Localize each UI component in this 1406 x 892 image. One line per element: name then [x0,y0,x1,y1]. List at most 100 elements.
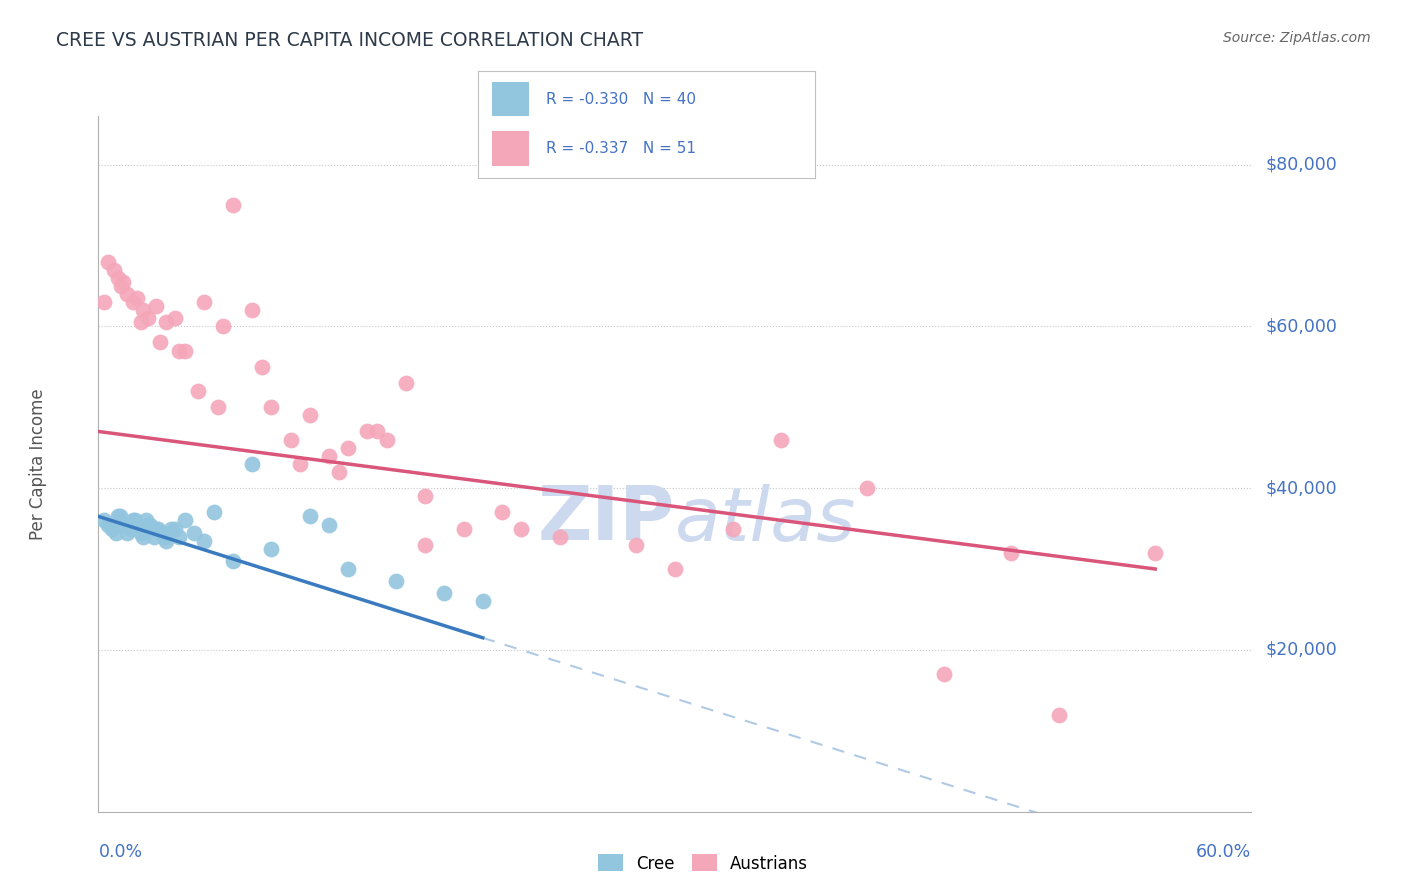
Point [222,198,245,212]
Point [193,533,215,548]
Point [167,343,190,358]
Point [131,303,153,318]
Point [174,343,197,358]
Point [149,335,172,350]
Text: R = -0.330   N = 40: R = -0.330 N = 40 [546,92,696,107]
Point [129,315,152,329]
Point [155,315,177,329]
Text: 60.0%: 60.0% [1197,843,1251,861]
Point [856,481,879,495]
Point [174,513,197,527]
Point [114,517,136,532]
Point [145,522,167,536]
Text: CREE VS AUSTRIAN PER CAPITA INCOME CORRELATION CHART: CREE VS AUSTRIAN PER CAPITA INCOME CORRE… [56,31,644,50]
Point [128,522,150,536]
Point [138,517,160,532]
Point [124,513,146,527]
Point [110,278,132,293]
Point [135,513,157,527]
Point [260,401,283,415]
Point [131,530,153,544]
Point [97,517,120,532]
Text: Source: ZipAtlas.com: Source: ZipAtlas.com [1223,31,1371,45]
Point [769,433,792,447]
Text: $60,000: $60,000 [1265,318,1337,335]
Point [143,530,166,544]
Point [150,525,173,540]
Point [548,530,571,544]
Point [1000,546,1022,560]
Point [375,433,398,447]
Point [240,457,263,471]
Point [187,384,209,398]
Point [112,517,135,532]
Point [97,254,120,268]
Point [139,517,162,532]
Point [356,425,378,439]
Point [222,554,245,568]
Text: atlas: atlas [675,483,856,556]
Point [202,505,225,519]
Point [103,262,125,277]
Text: $20,000: $20,000 [1265,641,1337,659]
Point [337,562,360,576]
Point [160,522,183,536]
Point [298,509,321,524]
Point [152,530,174,544]
Point [138,311,160,326]
Point [510,522,533,536]
Point [207,401,229,415]
Point [120,522,142,536]
Text: $40,000: $40,000 [1265,479,1337,497]
Bar [492,82,529,116]
Point [318,449,340,463]
Text: $80,000: $80,000 [1265,155,1337,174]
Point [1144,546,1167,560]
Bar [492,131,529,166]
Point [129,525,152,540]
Legend: Cree, Austrians: Cree, Austrians [592,847,814,880]
Point [93,513,115,527]
Point [145,299,167,313]
Point [471,594,494,608]
Point [112,275,135,289]
Point [193,295,215,310]
Point [167,530,190,544]
Point [337,441,360,455]
Point [395,376,418,390]
Point [328,465,350,479]
Point [664,562,686,576]
Point [155,533,177,548]
Point [453,522,475,536]
Point [413,538,436,552]
Point [721,522,744,536]
Point [298,409,321,423]
Point [165,311,187,326]
Point [108,509,131,524]
Point [366,425,388,439]
Point [122,295,145,310]
Point [413,489,436,503]
Point [117,525,138,540]
Text: ZIP: ZIP [537,483,675,556]
Text: 0.0%: 0.0% [98,843,142,861]
Point [932,667,955,681]
Point [290,457,312,471]
Text: Per Capita Income: Per Capita Income [30,388,48,540]
Point [101,522,124,536]
Text: R = -0.337   N = 51: R = -0.337 N = 51 [546,141,696,156]
Point [93,295,115,310]
Point [385,574,408,589]
Point [626,538,648,552]
Point [107,270,129,285]
Point [280,433,302,447]
Point [1047,707,1070,722]
Point [318,517,340,532]
Point [183,525,205,540]
Point [107,509,129,524]
Point [104,525,127,540]
Point [491,505,513,519]
Point [165,522,187,536]
Point [240,303,263,318]
Point [212,319,235,334]
